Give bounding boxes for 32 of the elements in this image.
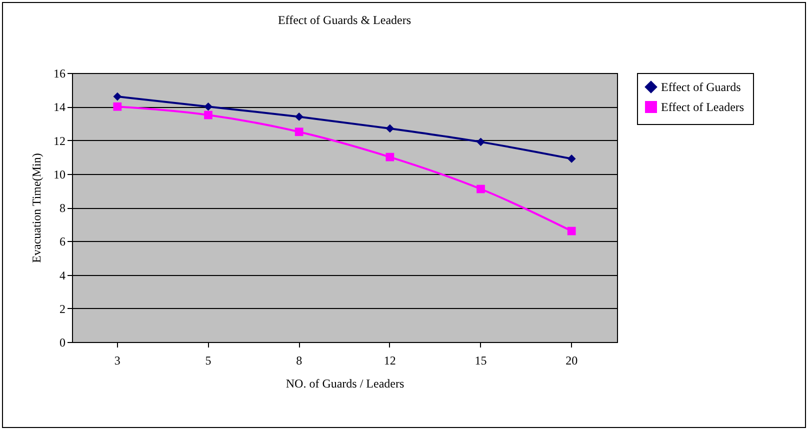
y-tick-label: 2 (60, 302, 66, 316)
x-axis-title: NO. of Guards / Leaders (286, 376, 404, 390)
point (204, 102, 212, 111)
x-tick-label: 3 (114, 354, 120, 368)
point (567, 154, 576, 163)
point (567, 226, 576, 236)
legend-label: Effect of Guards (661, 80, 742, 94)
x-tick-label: 12 (384, 354, 396, 368)
y-tick-label: 16 (54, 66, 66, 80)
y-tick-label: 12 (54, 134, 66, 148)
point (294, 128, 304, 136)
y-tick-label: 0 (60, 336, 66, 350)
y-tick-label: 14 (54, 100, 66, 114)
y-tick-label: 6 (60, 234, 66, 249)
x-tick-label: 5 (205, 354, 212, 368)
y-tick-label: 8 (60, 201, 66, 215)
point (204, 110, 212, 120)
x-tick-label: 15 (474, 354, 487, 368)
point (476, 138, 485, 146)
point (113, 92, 122, 101)
y-tick-label: 4 (60, 268, 66, 282)
chart-title: Effect of Guards & Leaders (278, 13, 412, 27)
point (294, 112, 304, 121)
legend-label: Effect of Leaders (661, 100, 744, 114)
y-axis-title: Evacuation Time(Min) (30, 153, 44, 263)
point (113, 102, 122, 111)
point (386, 152, 394, 162)
x-tick-label: 8 (296, 354, 302, 368)
point (386, 124, 394, 133)
x-tick-label: 20 (566, 354, 578, 368)
y-tick-label: 10 (54, 167, 66, 182)
point (476, 184, 485, 194)
